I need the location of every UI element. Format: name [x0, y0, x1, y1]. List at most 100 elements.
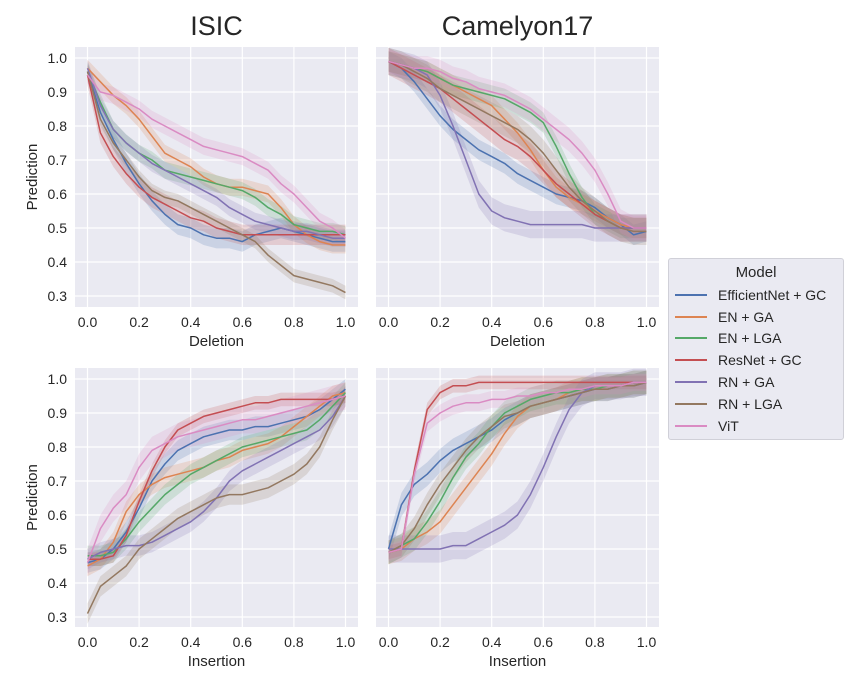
legend-item: EN + LGA	[669, 328, 843, 350]
ci-band-rn-lga	[87, 64, 346, 300]
series-line-rn-lga	[86, 71, 346, 294]
legend-item: EN + GA	[669, 306, 843, 328]
legend-swatch	[675, 359, 707, 362]
legend-swatch	[675, 402, 707, 405]
series-line-resnet-gc	[87, 395, 346, 560]
legend-title: Model	[735, 264, 777, 281]
y-tick-label: 0.6	[48, 507, 68, 523]
series-line-vit	[86, 395, 346, 563]
x-tick-label: 0.8	[585, 634, 605, 650]
x-tick-label: 1.0	[637, 314, 657, 330]
y-axis-label: Prediction	[24, 144, 41, 211]
y-tick-label: 1.0	[48, 371, 68, 387]
plot-background	[376, 47, 659, 307]
y-tick-label: 0.6	[48, 186, 68, 202]
series-line-en-lga	[87, 392, 347, 557]
ci-band-en-ga	[87, 59, 346, 254]
legend-swatch	[675, 315, 707, 318]
x-axis-label: Deletion	[189, 333, 244, 350]
y-tick-label: 0.9	[48, 405, 68, 421]
legend-swatch	[675, 337, 707, 340]
series-line-rn-lga	[388, 381, 647, 554]
series-line-vit	[388, 60, 647, 229]
x-tick-label: 1.0	[336, 634, 356, 650]
x-tick-label: 0.8	[284, 314, 304, 330]
ci-band-en-ga	[388, 370, 647, 565]
y-tick-label: 1.0	[48, 50, 68, 66]
x-tick-label: 0.0	[78, 314, 98, 330]
x-tick-label: 1.0	[637, 634, 657, 650]
x-axis-label: Deletion	[490, 333, 545, 350]
y-tick-label: 0.5	[48, 220, 68, 236]
x-tick-label: 0.2	[430, 634, 450, 650]
x-tick-label: 0.6	[534, 314, 554, 330]
legend-label: ViT	[718, 417, 739, 434]
ci-band-efficientnet-gc	[388, 370, 647, 561]
x-axis-label: Insertion	[489, 653, 547, 670]
ci-band-efficientnet-gc	[87, 379, 346, 573]
legend-label: EN + GA	[718, 308, 774, 325]
series-line-efficientnet-gc	[86, 71, 346, 243]
ci-band-rn-lga	[388, 370, 647, 565]
legend-item: RN + LGA	[669, 393, 843, 415]
panel-title: ISIC	[190, 11, 243, 41]
x-tick-label: 0.4	[181, 634, 201, 650]
legend-label: RN + LGA	[718, 395, 783, 412]
ci-band-efficientnet-gc	[87, 61, 346, 252]
legend-label: EN + LGA	[718, 330, 782, 347]
ci-band-vit	[87, 382, 346, 577]
panel-title: Camelyon17	[442, 11, 594, 41]
x-tick-label: 0.0	[379, 634, 399, 650]
x-tick-label: 0.0	[78, 634, 98, 650]
legend-item: RN + GA	[669, 371, 843, 393]
legend-item: ResNet + GC	[669, 349, 843, 371]
series-line-efficientnet-gc	[388, 60, 647, 236]
series-line-rn-lga	[388, 60, 647, 233]
x-tick-label: 0.2	[129, 634, 149, 650]
series-line-vit	[86, 74, 346, 239]
series-line-resnet-gc	[86, 74, 346, 236]
y-tick-label: 0.4	[48, 575, 68, 591]
x-tick-label: 0.4	[482, 634, 502, 650]
plot-background	[376, 368, 659, 627]
x-tick-label: 0.2	[430, 314, 450, 330]
ci-band-rn-ga	[87, 385, 346, 570]
y-tick-label: 0.5	[48, 541, 68, 557]
x-tick-label: 0.4	[482, 314, 502, 330]
legend-swatch	[675, 381, 707, 384]
y-tick-label: 0.7	[48, 473, 68, 489]
x-tick-label: 0.8	[284, 634, 304, 650]
ci-band-en-lga	[388, 370, 647, 565]
series-line-rn-lga	[86, 395, 347, 614]
legend-item: ViT	[669, 415, 843, 437]
panel-3: 0.0 0.2 0.4 0.6 0.8 1.0 0.3 0.4 0.5 0.6 0.7 0.8 0.9 1…	[24, 368, 358, 670]
y-tick-label: 0.3	[48, 609, 68, 625]
ci-band-vit	[388, 373, 647, 561]
ci-band-resnet-gc	[388, 47, 647, 242]
series-line-en-lga	[388, 381, 647, 554]
legend-swatch	[675, 293, 707, 296]
y-tick-label: 0.4	[48, 254, 68, 270]
ci-band-rn-lga	[87, 385, 346, 624]
y-tick-label: 0.8	[48, 439, 68, 455]
series-line-resnet-gc	[388, 60, 647, 229]
x-tick-label: 0.6	[233, 314, 253, 330]
ci-band-en-lga	[87, 382, 346, 566]
legend-item: EfficientNet + GC	[669, 284, 843, 306]
y-tick-label: 0.8	[48, 118, 68, 134]
ci-band-rn-ga	[388, 47, 647, 242]
plot-background	[75, 47, 358, 307]
x-tick-label: 0.0	[379, 314, 399, 330]
y-tick-label: 0.3	[48, 288, 68, 304]
x-tick-label: 0.8	[585, 314, 605, 330]
x-tick-label: 0.6	[534, 634, 554, 650]
panel-4: 0.0 0.2 0.4 0.6 0.8 1.0 Insertion	[376, 368, 659, 670]
ci-band-rn-ga	[388, 368, 647, 563]
x-tick-label: 0.4	[181, 314, 201, 330]
y-axis-label: Prediction	[24, 464, 41, 531]
x-tick-label: 1.0	[336, 314, 356, 330]
legend-label: RN + GA	[718, 374, 775, 391]
y-tick-label: 0.7	[48, 152, 68, 168]
legend-label: ResNet + GC	[718, 352, 802, 369]
